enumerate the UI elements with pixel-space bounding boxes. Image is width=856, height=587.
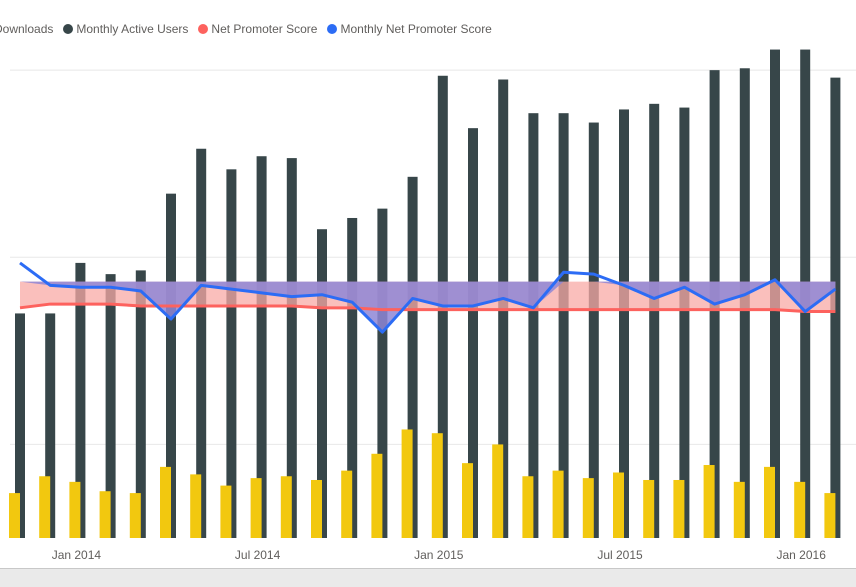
mau-bar xyxy=(468,128,478,538)
legend-item-monthly-net-promoter-score[interactable]: Monthly Net Promoter Score xyxy=(327,22,492,36)
downloads-bar xyxy=(613,472,624,538)
mau-bar xyxy=(226,169,237,539)
legend-item-downloads[interactable]: Downloads xyxy=(0,22,53,36)
mau-bar xyxy=(377,208,388,538)
nps-lines xyxy=(19,261,837,334)
mau-bar xyxy=(588,122,599,539)
mau-bar xyxy=(619,109,629,538)
downloads-bar xyxy=(250,478,262,538)
downloads-bar xyxy=(673,479,685,538)
downloads-bar xyxy=(401,429,413,538)
mau-bar xyxy=(649,103,660,538)
mau-bar xyxy=(105,274,116,538)
legend-item-net-promoter-score[interactable]: Net Promoter Score xyxy=(198,22,317,36)
downloads-bar xyxy=(160,466,171,538)
downloads-bar xyxy=(582,478,594,538)
downloads-bars xyxy=(9,429,836,538)
downloads-bar xyxy=(99,491,111,538)
horizontal-scrollbar-track[interactable] xyxy=(0,568,856,587)
downloads-bar xyxy=(462,463,473,538)
x-tick-label: Jan 2015 xyxy=(414,548,464,562)
downloads-bar xyxy=(220,485,232,538)
combo-chart: Jan 2014 Jul 2014 Jan 2015 Jul 2015 Jan 2016 xyxy=(9,49,856,562)
downloads-bar xyxy=(9,493,20,538)
downloads-bar xyxy=(522,476,534,538)
downloads-bar xyxy=(190,474,202,538)
mau-bar xyxy=(317,229,327,538)
monthly-net-promoter-score-line xyxy=(19,261,837,334)
downloads-bar xyxy=(311,479,322,538)
mau-bar xyxy=(528,113,539,538)
legend-dot-monthly-net-promoter-score xyxy=(327,24,338,34)
mau-bar xyxy=(347,217,358,538)
chart-legend: Downloads Monthly Active Users Net Promo… xyxy=(0,20,502,38)
downloads-bar xyxy=(39,476,51,538)
x-tick-label: Jan 2016 xyxy=(777,548,827,562)
downloads-bar xyxy=(371,453,383,538)
downloads-bar xyxy=(69,481,81,538)
legend-dot-monthly-active-users xyxy=(63,24,74,34)
downloads-bar xyxy=(431,433,443,538)
mau-bar xyxy=(286,158,297,538)
downloads-bar xyxy=(643,479,655,538)
mau-bar xyxy=(166,193,176,538)
legend-label-net-promoter-score: Net Promoter Score xyxy=(211,22,318,36)
mau-bar xyxy=(256,156,267,538)
mau-bar xyxy=(15,313,25,538)
legend-label-monthly-net-promoter-score: Monthly Net Promoter Score xyxy=(340,22,492,36)
mau-bar xyxy=(135,270,146,538)
monthly-active-users-bars xyxy=(15,49,841,539)
x-tick-label: Jul 2015 xyxy=(597,548,643,562)
downloads-bar xyxy=(764,466,775,538)
mau-bar xyxy=(679,107,690,539)
mau-bar xyxy=(75,262,86,538)
legend-label-monthly-active-users: Monthly Active Users xyxy=(76,22,189,36)
mau-bar xyxy=(407,176,418,539)
x-tick-label: Jan 2014 xyxy=(52,548,102,562)
downloads-bar xyxy=(733,481,745,538)
legend-label-downloads: Downloads xyxy=(0,22,54,36)
mau-bar xyxy=(196,148,207,538)
downloads-bar xyxy=(703,465,715,538)
legend-item-monthly-active-users[interactable]: Monthly Active Users xyxy=(63,22,188,36)
x-tick-label: Jul 2014 xyxy=(235,548,281,562)
downloads-bar xyxy=(552,470,564,538)
downloads-bar xyxy=(824,493,836,538)
mau-bar xyxy=(45,313,56,538)
x-axis: Jan 2014 Jul 2014 Jan 2015 Jul 2015 Jan 2016 xyxy=(52,548,827,562)
downloads-bar xyxy=(492,444,504,538)
legend-dot-net-promoter-score xyxy=(198,24,209,34)
downloads-bar xyxy=(341,470,353,538)
downloads-bar xyxy=(794,481,806,538)
downloads-bar xyxy=(280,476,292,538)
mau-bar xyxy=(558,113,569,538)
downloads-bar xyxy=(129,493,141,538)
